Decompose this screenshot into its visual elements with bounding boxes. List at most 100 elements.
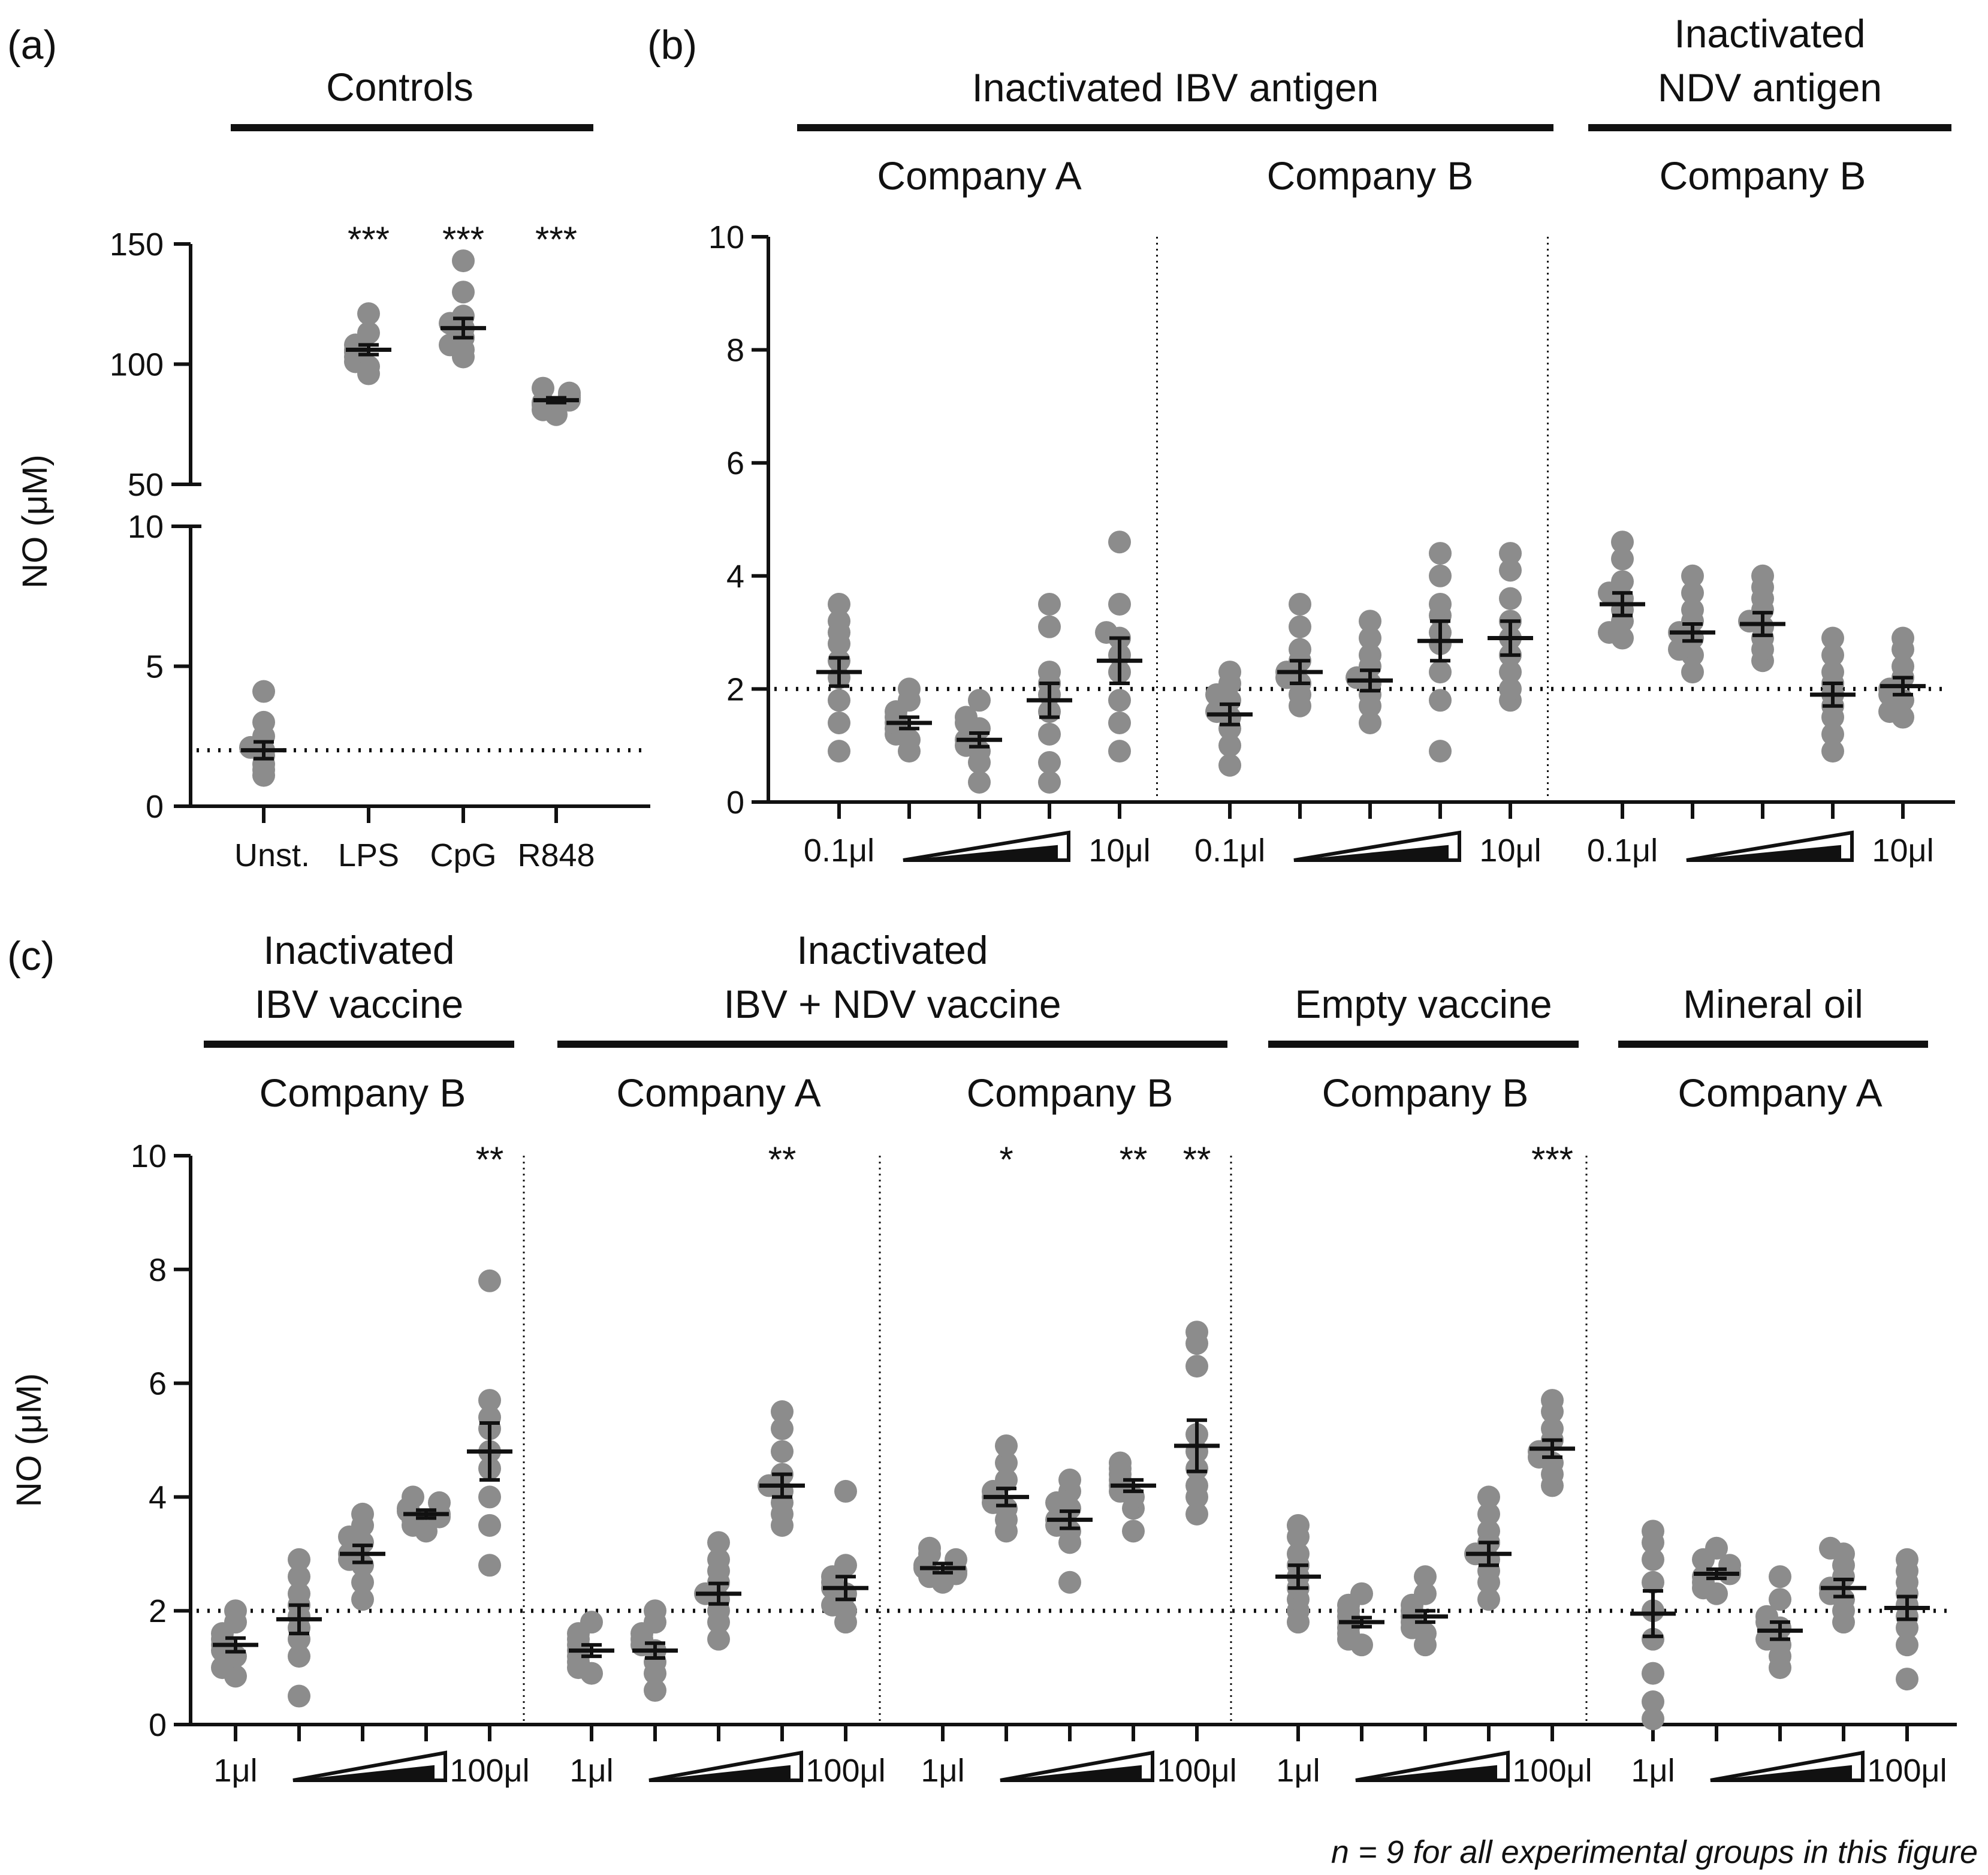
data-point — [828, 711, 850, 734]
data-point — [1287, 1514, 1310, 1537]
data-group — [1401, 1565, 1448, 1657]
panel-label-a: (a) — [7, 22, 57, 68]
data-point — [1218, 734, 1241, 757]
data-group — [821, 1479, 868, 1634]
data-point — [1821, 740, 1844, 763]
data-point — [1185, 1474, 1208, 1497]
data-group — [1275, 1514, 1321, 1634]
data-point — [1429, 689, 1452, 712]
header-title: Empty vaccine — [1295, 982, 1552, 1026]
data-point — [1892, 626, 1914, 650]
data-point — [828, 610, 850, 633]
data-group — [1878, 626, 1926, 729]
data-point — [1095, 621, 1118, 644]
x-tick-label: Unst. — [234, 837, 310, 873]
header-title-line: Inactivated — [1674, 11, 1865, 56]
y-tick-label: 0 — [146, 789, 164, 825]
data-point — [828, 592, 850, 616]
data-point — [1350, 1582, 1373, 1605]
data-point — [1289, 615, 1311, 638]
data-point — [1642, 1627, 1664, 1651]
header-title-line: NDV antigen — [1658, 65, 1882, 110]
data-point — [1821, 643, 1844, 667]
x-tick-label: R848 — [517, 837, 595, 873]
data-point — [1122, 1520, 1145, 1543]
data-point — [402, 1485, 424, 1509]
data-point — [1541, 1417, 1564, 1440]
data-group — [1464, 1485, 1512, 1611]
data-point — [1769, 1565, 1791, 1588]
data-point — [1499, 559, 1522, 582]
data-point — [1705, 1536, 1728, 1560]
data-group — [1810, 626, 1856, 763]
data-group — [913, 1536, 967, 1594]
significance-marker: *** — [442, 219, 484, 260]
data-group — [1738, 564, 1785, 673]
data-point — [1611, 530, 1634, 554]
dose-gradient-wedge-fill — [1356, 1765, 1497, 1780]
dose-high-label: 10μl — [1088, 833, 1150, 869]
data-point — [1429, 564, 1452, 587]
data-group — [467, 1269, 512, 1577]
y-tick-label: 100 — [110, 347, 164, 383]
dose-high-label: 100μl — [1157, 1753, 1236, 1789]
data-point — [771, 1417, 794, 1440]
dose-high-label: 100μl — [450, 1753, 529, 1789]
data-group — [1109, 1451, 1156, 1543]
data-point — [1108, 592, 1131, 616]
y-tick-label: 50 — [128, 467, 164, 503]
data-point — [288, 1548, 310, 1571]
data-point — [1499, 677, 1522, 701]
data-point — [1429, 592, 1452, 616]
dose-low-label: 1μl — [1276, 1753, 1320, 1789]
x-tick-label: CpG — [430, 837, 496, 873]
data-group — [758, 1400, 805, 1537]
data-group — [1819, 1536, 1866, 1634]
data-point — [1185, 1355, 1208, 1378]
data-point — [1821, 661, 1844, 684]
data-point — [1819, 1536, 1842, 1560]
y-tick-label: 150 — [110, 227, 164, 263]
data-point — [1896, 1548, 1918, 1571]
data-point — [357, 321, 380, 345]
header-title: Mineral oil — [1683, 982, 1863, 1026]
data-group — [1488, 542, 1533, 712]
data-point — [1109, 1451, 1132, 1475]
panel-a-title: Controls — [326, 65, 473, 109]
data-point — [1499, 542, 1522, 565]
dose-gradient-wedge-fill — [293, 1765, 435, 1780]
data-point — [1108, 740, 1131, 763]
data-point — [1681, 564, 1704, 587]
data-point — [1038, 750, 1061, 774]
data-group — [885, 677, 932, 763]
dose-gradient-wedge-fill — [903, 845, 1058, 860]
data-point — [478, 1514, 501, 1537]
y-tick-label: 4 — [149, 1479, 167, 1515]
header-title: Inactivated IBV antigen — [972, 65, 1379, 110]
data-point — [1611, 547, 1634, 571]
data-point — [1681, 581, 1704, 605]
data-point — [452, 281, 475, 304]
y-tick-label: 2 — [149, 1593, 167, 1629]
data-point — [1642, 1662, 1664, 1685]
dose-high-label: 100μl — [1867, 1753, 1947, 1789]
data-point — [1499, 587, 1522, 610]
data-point — [1185, 1502, 1208, 1526]
data-point — [1499, 661, 1522, 684]
data-point — [288, 1565, 310, 1588]
dose-gradient-wedge-fill — [1687, 845, 1841, 860]
data-group — [1337, 1582, 1384, 1657]
data-point — [834, 1554, 857, 1577]
data-point — [1058, 1468, 1081, 1491]
data-point — [1429, 542, 1452, 565]
significance-marker: ** — [768, 1140, 797, 1180]
data-point — [1769, 1588, 1791, 1611]
y-tick-label: 2 — [726, 671, 744, 707]
data-point — [1642, 1690, 1664, 1714]
data-point — [968, 770, 991, 794]
data-point — [1218, 661, 1241, 684]
data-point — [357, 302, 380, 325]
data-point — [288, 1645, 310, 1668]
y-tick-label: 10 — [131, 1138, 167, 1174]
